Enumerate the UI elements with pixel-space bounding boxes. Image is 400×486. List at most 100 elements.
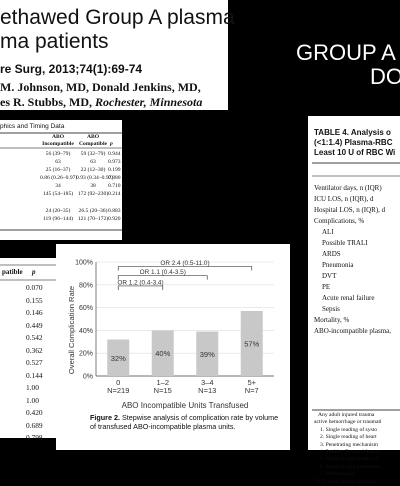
table1-cell (76, 199, 110, 207)
table4-row-label: Complications, % (314, 217, 365, 225)
slide-heading-line1: ethawed Group A plasma (0, 6, 235, 29)
pcol-value: 1.00 (26, 383, 39, 392)
figure-caption-line2: of transfused ABO-incompatible plasma un… (90, 422, 236, 431)
authors-place: Rochester, Minnesota (95, 95, 203, 109)
table4-row-label: Hospital LOS, n (IQR), d (314, 206, 386, 214)
figure-card: 0% 20% 40% 60% 80% 100% 32% 40% 39% 57% OR 1.2 (… (56, 244, 290, 450)
y-tick-label: 60% (79, 305, 93, 312)
slide-heading-line2: ma patients (0, 30, 109, 53)
table1-cell: 0.973 (108, 159, 121, 166)
odds-ratio-bracket (117, 285, 164, 290)
y-tick-label: 0% (83, 374, 93, 381)
bar (240, 311, 263, 376)
table1-cell: 0.883 (108, 207, 121, 214)
pcol-value: 0.420 (26, 408, 43, 417)
table1-col-b-top: ABO (86, 134, 100, 140)
chart-bars (107, 311, 263, 376)
table4-row-label: ALI (322, 228, 334, 236)
table4-row-label: Sepsis (322, 305, 340, 313)
pcol-value: 1.00 (26, 395, 39, 405)
pcol-value: 0.362 (26, 345, 43, 355)
pcol-header-label: patible (2, 268, 23, 276)
pcol-value: 0.542 (26, 333, 43, 342)
table1-cell: 0.920 (108, 215, 121, 222)
table4-rows: Ventilator days, n (IQR) ICU LOS, n (IQR)… (314, 183, 391, 337)
table4-note: Any adult injured trauma (318, 412, 375, 418)
pcol-card: patible p 0.070 0.155 0.146 0.449 0.542 0.362… (0, 258, 56, 442)
table4-row-label: Acute renal failure (322, 294, 375, 302)
table1-cell: 121 (70–172) (77, 215, 109, 222)
x-category-label: 5+ (247, 378, 256, 387)
odds-ratio-label: OR 1.1 (0.4-3.5) (140, 269, 186, 276)
x-category-label: 1–2 (156, 378, 169, 387)
chart-odds-ratio-brackets: OR 1.2 (0.4-3.4) OR 1.1 (0.4-3.5) OR 2.4 (… (117, 260, 253, 290)
chart-y-ticks: 0% 20% 40% 60% 80% 100% (75, 260, 93, 381)
table1-cell: 0.214 (108, 191, 121, 198)
table1-col-a-bottom: Incompatible (42, 140, 74, 147)
table4-row-label: ICU LOS, n (IQR), d (314, 195, 374, 203)
table4-note: DVT, deep venous thrombo (314, 478, 377, 485)
table1-col-p: p (110, 141, 113, 147)
table4-row-label: ARDS (322, 250, 341, 258)
table1-cell: 22 (12–30) (80, 167, 106, 174)
bar-data-label: 32% (111, 354, 126, 363)
chart-x-axis-label: ABO Incompatible Units Transfused (122, 401, 249, 410)
complication-rate-chart: 0% 20% 40% 60% 80% 100% 32% 40% 39% 57% OR 1.2 (… (67, 260, 274, 410)
table1-cell: 63 (90, 159, 96, 166)
odds-ratio-label: OR 1.2 (0.4-3.4) (117, 279, 163, 286)
bar (107, 339, 130, 376)
table4-note: 1. Single reading of systo (320, 426, 378, 433)
pcol-value: 0.144 (26, 370, 43, 380)
table1-col-a-values: 56 (39–79) 63 25 (16–37) 0.86 (0.26–0.97) 34… (40, 150, 77, 223)
table4-row-label: PE (322, 283, 331, 291)
table4-row-label: Mortality, % (314, 316, 350, 324)
table4-row-label: Pneumonia (322, 261, 354, 269)
table1-cell (108, 199, 122, 207)
table4-card: TABLE 4. Analysis o (<1:1.4) Plasma-RBC … (308, 116, 400, 485)
x-category-label: 0 (116, 378, 120, 387)
table4-note: 2. Single reading of heart (320, 434, 377, 441)
y-tick-label: 20% (79, 351, 93, 358)
authors-names: es R. Stubbs, MD, (0, 95, 93, 109)
table1-cell: 38 (90, 183, 96, 190)
bar-data-label: 39% (200, 350, 215, 359)
x-sample-size: N=15 (154, 386, 172, 395)
pcol-value: 0.155 (26, 295, 43, 305)
pcol-value: 0.146 (26, 308, 43, 317)
table1-cell: 24 (20–35) (45, 207, 71, 214)
table4-note: 4. Positive Focused Assess (320, 449, 380, 456)
group-title-line1: GROUP A (296, 40, 396, 65)
table1-cell: 0.710 (108, 183, 121, 190)
table4-note: active hemorrhage or traumati (314, 419, 382, 426)
table4-note: 3. Penetrating mechanism (320, 441, 378, 448)
chart-data-labels: 32% 40% 39% 57% (111, 340, 260, 363)
table1-cell: 0.944 (108, 151, 121, 157)
bar-data-label: 40% (155, 349, 170, 358)
table1-cell: 172 (92–230) (77, 191, 109, 198)
table1-header: phics and Timing Data (0, 123, 65, 130)
table1-col-p-values: 0.944 0.973 0.199 0.880 0.710 0.214 0.883 0.92… (108, 150, 122, 223)
pcol-values: 0.070 0.155 0.146 0.449 0.542 0.362 0.527 0.144… (26, 282, 43, 445)
pcol-value: 0.449 (26, 320, 43, 330)
y-tick-label: 40% (79, 328, 93, 335)
bar (196, 331, 219, 376)
table1-card: phics and Timing Data ABO Incompatible A… (0, 120, 122, 240)
pcol-value: 0.689 (26, 420, 43, 430)
table4-note: 6. Point-of-care internation (320, 463, 381, 470)
table4-note: 7. Warfarin use. (320, 471, 356, 478)
pcol-value: 0.527 (26, 358, 43, 367)
bar-data-label: 57% (244, 340, 259, 349)
pcol-rules (0, 264, 56, 281)
figure-caption: Figure 2. Stepwise analysis of complicat… (90, 413, 278, 431)
table1-col-b-bottom: Compatible (79, 140, 107, 147)
table4-row-label: ABO-incompatible plasma, (314, 327, 391, 335)
table4-rules (312, 162, 400, 411)
odds-ratio-bracket (117, 266, 253, 271)
citation: re Surg, 2013;74(1):69-74 (0, 62, 143, 76)
x-sample-size: N=219 (107, 386, 129, 395)
group-title-line2: DO (370, 64, 400, 89)
bar (151, 330, 174, 376)
table1-col-a-top: ABO (51, 134, 65, 140)
table4-row-label: Possible TRALI (322, 239, 368, 247)
authors-line1: M. Johnson, MD, Donald Jenkins, MD, (0, 80, 201, 94)
